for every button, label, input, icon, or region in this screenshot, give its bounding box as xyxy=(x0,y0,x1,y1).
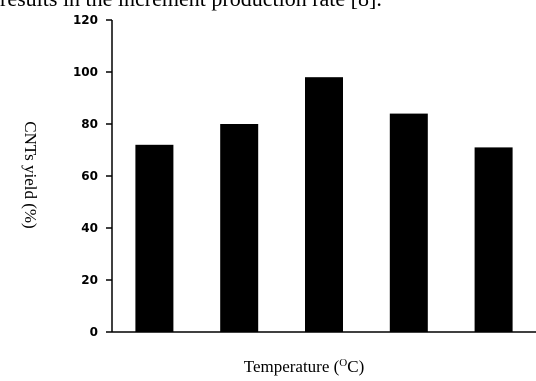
y-tick-label: 80 xyxy=(81,117,98,131)
x-axis-label-suffix: C) xyxy=(347,357,365,376)
bar-1 xyxy=(135,144,174,332)
preceding-text: results in the increment production rate… xyxy=(0,0,536,12)
y-tick-label: 60 xyxy=(81,169,98,183)
y-tick-label: 0 xyxy=(90,325,98,339)
y-tick-label: 40 xyxy=(81,221,98,235)
y-tick-label: 20 xyxy=(81,273,98,287)
x-axis-label-sup: O xyxy=(339,357,348,369)
bar-3 xyxy=(305,77,343,332)
bar-4 xyxy=(389,113,428,332)
x-axis-label: Temperature (OC) xyxy=(244,357,365,377)
y-tick-label: 120 xyxy=(73,13,98,27)
x-axis-label-prefix: Temperature ( xyxy=(243,357,340,376)
y-tick-label: 100 xyxy=(73,65,98,79)
bar-5 xyxy=(474,147,513,332)
bar-2 xyxy=(220,124,259,332)
